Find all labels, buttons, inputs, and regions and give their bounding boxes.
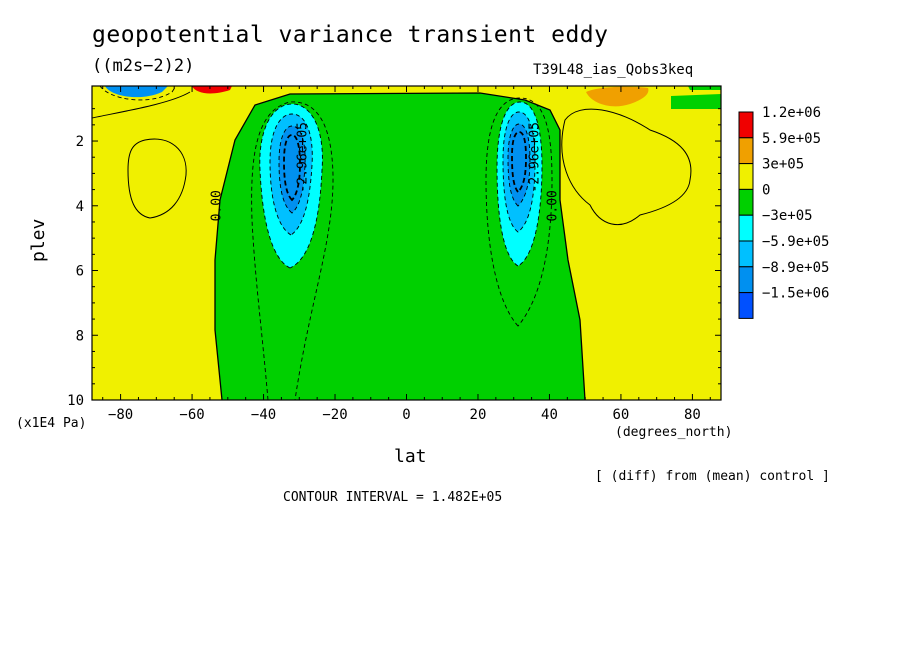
filled-contours <box>92 86 721 400</box>
contour-interval: CONTOUR INTERVAL = 1.482E+05 <box>283 490 503 505</box>
colorbar-swatch <box>738 214 754 242</box>
positive-contour-top <box>92 91 191 119</box>
x-tick-label: −40 <box>251 407 276 423</box>
y-tick-label: 4 <box>76 199 84 215</box>
diff-note: [ (diff) from (mean) control ] <box>595 469 830 484</box>
green-patch-topright <box>688 86 721 90</box>
x-tick-label: 0 <box>402 407 410 423</box>
green-patch-east <box>671 94 721 109</box>
neg-contour-3-north <box>502 111 536 233</box>
colorbar-label: −1.5e+06 <box>762 286 829 302</box>
y-axis-label: plev <box>28 218 49 262</box>
units-label: ((m2s−2)2) <box>92 56 195 76</box>
x-axis-label: lat <box>394 446 427 467</box>
y-axis-unit: (x1E4 Pa) <box>16 416 87 431</box>
colorbar-label: 1.2e+06 <box>762 105 821 121</box>
positive-contour-west <box>127 138 187 219</box>
colorbar-label: 5.9e+05 <box>762 131 821 147</box>
x-tick-label: 80 <box>684 407 701 423</box>
x-tick-label: −60 <box>179 407 204 423</box>
neg-contour-4-north <box>507 123 531 207</box>
x-tick-label: −20 <box>322 407 347 423</box>
colorbar-label: −8.9e+05 <box>762 260 829 276</box>
contour-labels: 0.00 0.00-2.96e+05 -2.96e+05 <box>210 122 561 221</box>
colorbar-swatch <box>738 292 754 319</box>
contour-lines <box>92 86 692 400</box>
colorbar: 1.2e+06 5.9e+05 3e+05 0 −3e+05 −5.9e+05 −8.9e+… <box>738 105 829 319</box>
positive-contour-east <box>561 108 692 225</box>
y-tick-label: 10 <box>67 393 84 409</box>
neg-contour-2-south <box>259 103 323 269</box>
colorbar-swatch <box>738 188 754 216</box>
contour-label: -2.96e+05 <box>528 122 543 192</box>
chart-title: geopotential variance transient eddy <box>92 22 609 48</box>
neg-contour-outer-south <box>251 101 334 400</box>
axes: −80 −60 −40 −20 0 20 40 60 80 2 4 6 8 10 <box>67 86 721 423</box>
colorbar-swatch <box>738 240 754 268</box>
contour-label: -2.96e+05 <box>295 122 310 192</box>
colorbar-label: 3e+05 <box>762 157 804 173</box>
neg-contour-2-north <box>496 101 543 267</box>
colorbar-label: −3e+05 <box>762 208 813 224</box>
x-axis-unit: (degrees_north) <box>615 425 733 440</box>
contour-label: 0.00 <box>210 190 225 221</box>
colorbar-label: 0 <box>762 182 770 198</box>
colorbar-swatch <box>738 137 754 165</box>
x-tick-label: 40 <box>541 407 558 423</box>
zero-contour <box>214 92 586 400</box>
neg-contour-5-south <box>283 134 301 202</box>
y-tick-label: 2 <box>76 134 84 150</box>
x-tick-label: 60 <box>613 407 630 423</box>
y-tick-label: 6 <box>76 264 84 280</box>
run-label: T39L48_ias_Qobs3keq <box>533 62 694 78</box>
x-tick-label: 20 <box>470 407 487 423</box>
red-top-region <box>192 86 232 94</box>
neg-contour-outer-north <box>485 97 553 327</box>
neg-contour-5-north <box>511 131 527 194</box>
x-tick-label: −80 <box>108 407 133 423</box>
colorbar-swatch <box>738 163 754 190</box>
neg-contour-3-south <box>269 113 313 236</box>
orange-top-region <box>586 86 649 107</box>
colorbar-swatch <box>738 111 754 139</box>
colorbar-swatch <box>738 266 754 294</box>
y-tick-label: 8 <box>76 328 84 344</box>
neg-contour-4-south <box>278 125 306 214</box>
colorbar-label: −5.9e+05 <box>762 234 829 250</box>
contour-label: 0.00 <box>546 190 561 221</box>
